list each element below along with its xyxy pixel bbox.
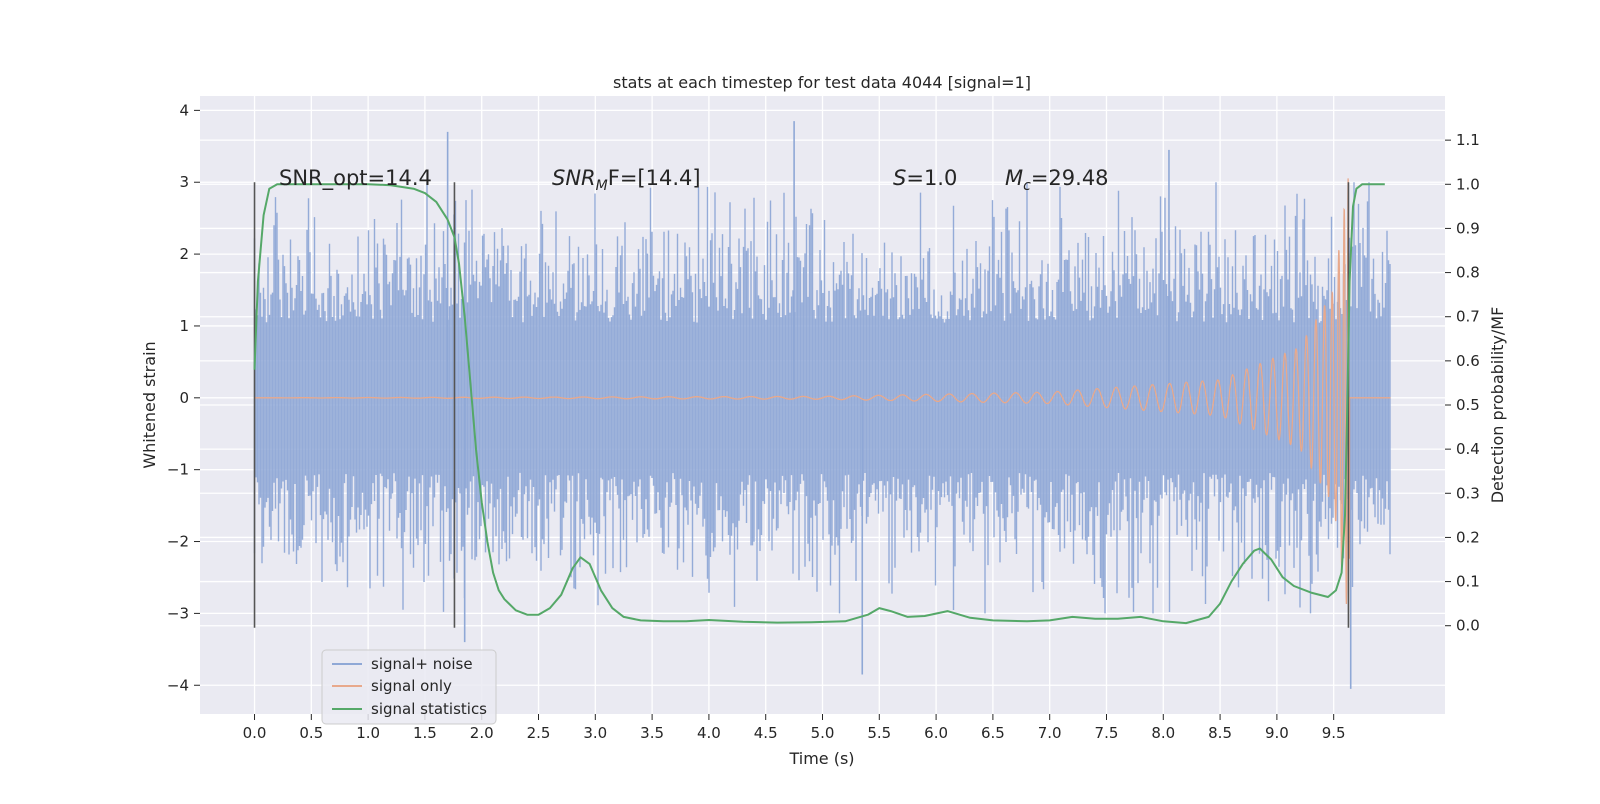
y-axis-right-label: Detection probability/MF <box>1488 307 1507 504</box>
annotation-mc-sub: c <box>1023 178 1031 194</box>
y-tick-label: −4 <box>167 676 189 694</box>
x-tick-label: 3.5 <box>640 724 664 742</box>
x-tick-label: 0.0 <box>243 724 267 742</box>
annotation-s-main: S <box>893 166 906 190</box>
annotation-s-rest: =1.0 <box>906 166 957 190</box>
annotation-mc-main: M <box>1005 166 1023 190</box>
signal-only-line <box>254 178 1391 605</box>
legend: signal+ noise signal only signal statist… <box>321 649 497 725</box>
signal-statistics-series-layer <box>253 183 1385 625</box>
annotation-snr-mf-rest: F=[14.4] <box>608 166 701 190</box>
y-right-tick-label: 0.3 <box>1456 484 1480 502</box>
x-tick-label: 7.5 <box>1095 724 1119 742</box>
annotation-snr-mf-main: SNR <box>552 166 596 190</box>
legend-label-statistics: signal statistics <box>371 700 487 718</box>
y-right-tick-label: 0.9 <box>1456 219 1480 237</box>
y-right-tick-label: 1.1 <box>1456 131 1480 149</box>
y-tick-label: 1 <box>179 317 189 335</box>
legend-label-noise: signal+ noise <box>371 655 473 673</box>
x-tick-label: 2.0 <box>470 724 494 742</box>
x-tick-label: 5.5 <box>867 724 891 742</box>
x-tick-label: 8.0 <box>1151 724 1175 742</box>
x-tick-label: 5.0 <box>811 724 835 742</box>
y-right-tick-label: 0.7 <box>1456 308 1480 326</box>
x-tick-label: 9.5 <box>1322 724 1346 742</box>
x-tick-label: 6.0 <box>924 724 948 742</box>
annotation-mc-rest: =29.48 <box>1031 166 1109 190</box>
x-axis-label: Time (s) <box>788 749 854 768</box>
y-right-tick-label: 0.1 <box>1456 573 1480 591</box>
y-right-tick-label: 0.2 <box>1456 528 1480 546</box>
x-tick-label: 9.0 <box>1265 724 1289 742</box>
y-tick-label: 4 <box>179 101 189 119</box>
y-right-tick-label: 0.6 <box>1456 352 1480 370</box>
annotation-snr-opt: SNR_opt=14.4 <box>279 166 432 191</box>
y-right-tick-label: 0.0 <box>1456 617 1480 635</box>
y-tick-label: −1 <box>167 461 189 479</box>
signal-statistics-line <box>253 183 1385 625</box>
x-tick-label: 1.0 <box>356 724 380 742</box>
annotation-snr-mf: SNRMF=[14.4] <box>552 166 701 194</box>
x-tick-label: 6.5 <box>981 724 1005 742</box>
y-right-tick-label: 1.0 <box>1456 175 1480 193</box>
annotation-s: S=1.0 <box>893 166 957 190</box>
y-right-tick-label: 0.4 <box>1456 440 1480 458</box>
x-tick-label: 1.5 <box>413 724 437 742</box>
y-tick-label: 2 <box>179 245 189 263</box>
y-tick-label: 3 <box>179 173 189 191</box>
y-axis-label: Whitened strain <box>140 341 159 468</box>
y-tick-label: −2 <box>167 533 189 551</box>
x-tick-label: 7.0 <box>1038 724 1062 742</box>
x-tick-label: 4.5 <box>754 724 778 742</box>
y-tick-label: −3 <box>167 604 189 622</box>
annotation-snr-mf-sub: M <box>596 178 608 194</box>
legend-label-signal: signal only <box>371 677 452 695</box>
x-tick-label: 8.5 <box>1208 724 1232 742</box>
y-tick-label: 0 <box>179 389 189 407</box>
x-tick-label: 2.5 <box>527 724 551 742</box>
annotation-mc: Mc=29.48 <box>1005 166 1109 194</box>
signal-only-series-layer <box>254 178 1391 605</box>
x-tick-label: 4.0 <box>697 724 721 742</box>
x-tick-label: 3.0 <box>583 724 607 742</box>
legend-box <box>321 649 497 725</box>
ticks-layer: 0.0 0.5 1.0 1.5 2.0 2.5 3.0 3.5 4.0 4.5 5.0 5.5 6.0 6… <box>167 101 1480 742</box>
y-right-tick-label: 0.8 <box>1456 264 1480 282</box>
noise-series-layer <box>253 121 1391 689</box>
x-tick-label: 0.5 <box>299 724 323 742</box>
chart-title: stats at each timestep for test data 404… <box>613 73 1031 92</box>
y-right-tick-label: 0.5 <box>1456 396 1480 414</box>
marker-layer <box>253 182 1350 628</box>
